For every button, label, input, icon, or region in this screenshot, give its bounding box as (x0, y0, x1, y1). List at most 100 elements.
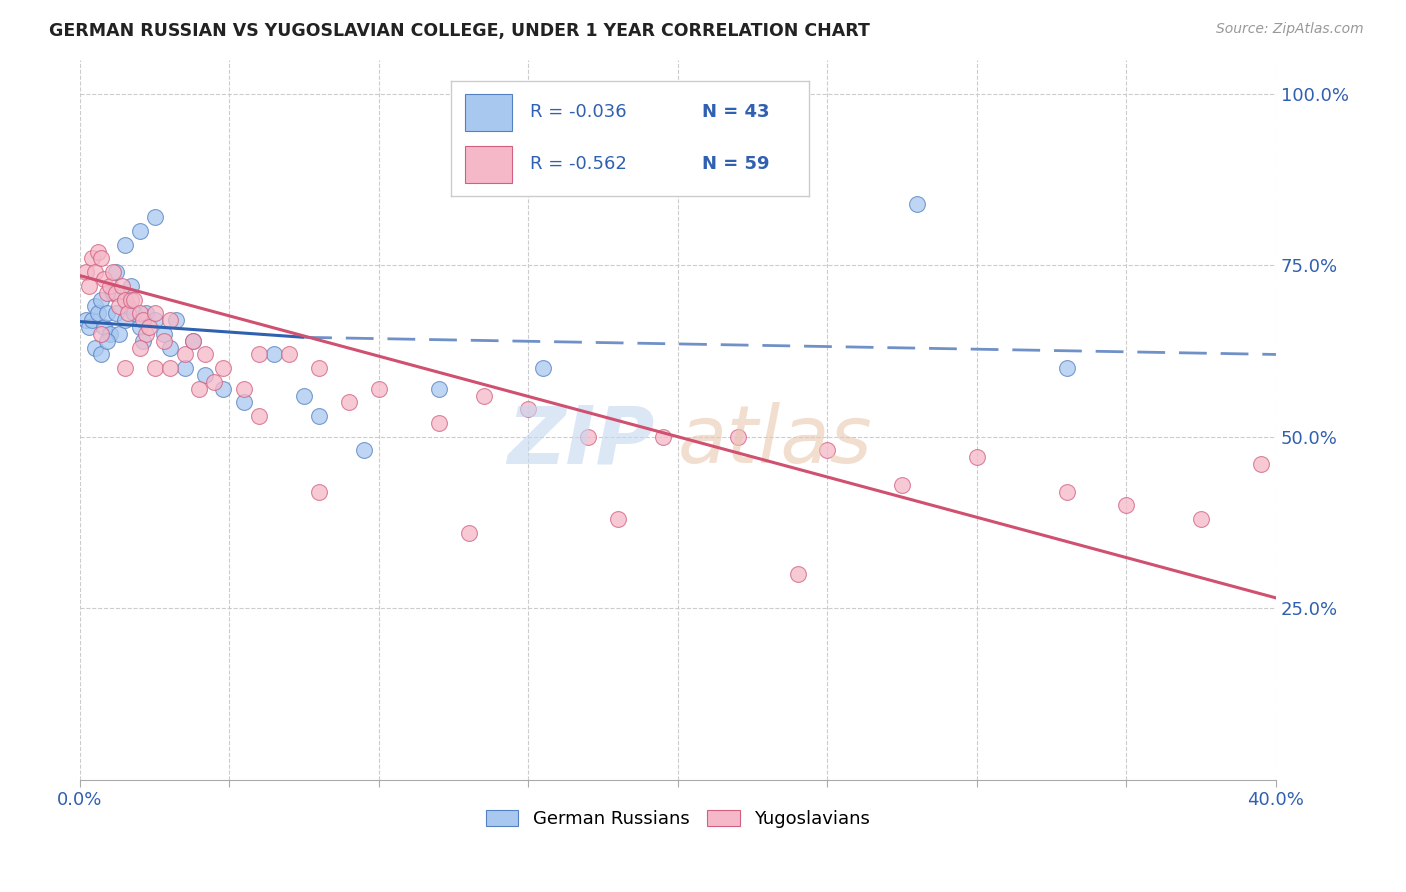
Point (138, 320, 160, 334)
Point (120, 293, 142, 307)
Legend: German Russians, Yugoslavians: German Russians, Yugoslavians (478, 803, 877, 836)
Point (87, 244, 110, 259)
Point (188, 382, 211, 396)
Point (128, 341, 150, 355)
Point (83, 300, 105, 314)
Point (122, 293, 145, 307)
Point (143, 306, 166, 320)
Point (905, 196, 928, 211)
Point (83, 265, 105, 279)
Point (233, 382, 256, 396)
Point (114, 293, 136, 307)
Point (367, 382, 389, 396)
Point (652, 430, 675, 444)
Point (111, 279, 134, 293)
Point (337, 395, 360, 409)
Point (353, 443, 375, 458)
Point (152, 326, 174, 341)
Point (80, 252, 103, 266)
Point (1250, 457, 1272, 471)
Point (101, 285, 124, 300)
Point (135, 326, 157, 341)
Point (117, 300, 139, 314)
Point (77, 320, 100, 334)
Text: atlas: atlas (678, 402, 873, 480)
Point (247, 347, 270, 361)
Point (1189, 512, 1212, 526)
Point (194, 347, 217, 361)
Point (107, 300, 129, 314)
Point (83, 341, 105, 355)
Point (308, 409, 330, 424)
Point (114, 237, 136, 252)
Point (308, 484, 330, 499)
Point (292, 389, 315, 403)
Point (152, 334, 174, 348)
Point (77, 279, 100, 293)
Point (143, 211, 166, 225)
Point (159, 361, 181, 376)
Point (128, 306, 150, 320)
Point (308, 361, 330, 376)
Point (204, 375, 226, 389)
Point (96, 334, 118, 348)
Point (101, 265, 124, 279)
Point (114, 361, 136, 376)
Point (159, 341, 181, 355)
Point (1056, 361, 1078, 376)
Point (131, 313, 153, 327)
Point (104, 285, 127, 300)
Point (90, 293, 112, 307)
Point (122, 306, 145, 320)
Point (173, 347, 195, 361)
Text: ZIP: ZIP (506, 402, 654, 480)
Point (233, 395, 256, 409)
Point (75, 313, 97, 327)
Point (263, 347, 285, 361)
Point (1115, 499, 1137, 513)
Point (517, 402, 540, 417)
Point (212, 382, 235, 396)
Point (143, 361, 166, 376)
Point (576, 430, 599, 444)
Point (278, 347, 301, 361)
Point (427, 416, 450, 430)
Point (786, 566, 808, 581)
Point (183, 334, 205, 348)
Point (93, 272, 115, 286)
Point (165, 313, 187, 327)
Point (80, 313, 103, 327)
Point (131, 334, 153, 348)
Point (531, 361, 554, 376)
Text: Source: ZipAtlas.com: Source: ZipAtlas.com (1216, 22, 1364, 37)
Point (93, 320, 115, 334)
Point (247, 409, 270, 424)
Point (87, 306, 110, 320)
Point (135, 306, 157, 320)
Point (212, 361, 235, 376)
Point (98, 279, 121, 293)
Point (159, 313, 181, 327)
Point (98, 326, 121, 341)
Point (727, 430, 749, 444)
Point (891, 477, 914, 491)
Point (143, 313, 166, 327)
Point (104, 306, 127, 320)
Point (107, 326, 129, 341)
Point (75, 265, 97, 279)
Point (117, 306, 139, 320)
Point (427, 382, 450, 396)
Point (90, 347, 112, 361)
Point (173, 361, 195, 376)
Point (128, 224, 150, 238)
Point (96, 285, 118, 300)
Point (96, 306, 118, 320)
Point (457, 525, 479, 540)
Point (114, 313, 136, 327)
Text: GERMAN RUSSIAN VS YUGOSLAVIAN COLLEGE, UNDER 1 YEAR CORRELATION CHART: GERMAN RUSSIAN VS YUGOSLAVIAN COLLEGE, U… (49, 22, 870, 40)
Point (815, 443, 838, 458)
Point (128, 320, 150, 334)
Point (183, 334, 205, 348)
Point (90, 326, 112, 341)
Point (194, 368, 217, 382)
